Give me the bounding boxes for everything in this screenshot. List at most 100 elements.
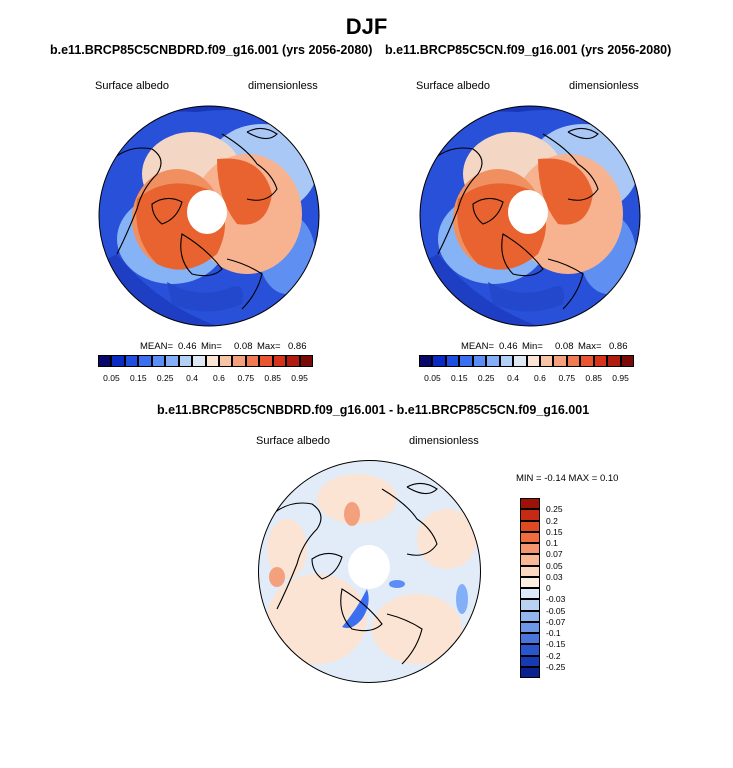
panel3-colorbar (520, 498, 540, 678)
panel1-colorbar-tick-label: 0.05 (103, 373, 120, 383)
panel1-colorbar-tick-label: 0.4 (186, 373, 198, 383)
panel2-colorbar-box (513, 355, 527, 367)
panel1-colorbar-box (192, 355, 206, 367)
panel1-min-value: 0.08 (234, 341, 253, 352)
panel3-colorbar-box (520, 666, 540, 678)
panel2-colorbar-box (445, 355, 460, 367)
panel2-colorbar-box (486, 355, 500, 367)
panel1-mean-value: 0.46 (178, 341, 197, 352)
panel3-colorbar-box (520, 543, 540, 555)
panel1-polar-map (98, 105, 320, 327)
panel3-variable-label: Surface albedo (256, 435, 330, 447)
panel3-colorbar-box (520, 588, 540, 600)
panel2-polar-map (419, 105, 641, 327)
panel1-colorbar-box (286, 355, 300, 367)
panel3-colorbar-box (520, 610, 540, 622)
panel2-colorbar-tick-label: 0.85 (585, 373, 602, 383)
panel2-colorbar-box (472, 355, 487, 367)
panel3-colorbar-tick-label: -0.15 (546, 639, 566, 650)
panel1-colorbar-box (245, 355, 260, 367)
panel1-colorbar-box (151, 355, 166, 367)
panel2-colorbar-tick-label: 0.15 (451, 373, 468, 383)
panel1-colorbar-tick-label: 0.75 (237, 373, 255, 383)
panel2-colorbar-box (620, 355, 634, 367)
panel1-variable-label: Surface albedo (95, 80, 169, 92)
panel3-colorbar-tick-label: 0.07 (546, 549, 563, 560)
panel2-variable-label: Surface albedo (416, 80, 490, 92)
panel3-colorbar-box (520, 644, 540, 656)
panel2-colorbar-box (566, 355, 581, 367)
panel2-colorbar-tick-label: 0.25 (477, 373, 495, 383)
panel1-colorbar-box (124, 355, 139, 367)
panel2-units-label: dimensionless (569, 80, 639, 92)
panel2-colorbar (419, 355, 634, 367)
panel3-colorbar-tick-label: 0 (546, 583, 551, 593)
panel1-colorbar-tick-label: 0.95 (291, 373, 308, 383)
panel2-colorbar-box (432, 355, 446, 367)
panel3-colorbar-tick-label: -0.05 (546, 605, 566, 616)
panel2-max-label: Max= (578, 341, 602, 352)
panel2-colorbar-box (419, 355, 433, 367)
panel3-colorbar-box (520, 498, 540, 510)
panel3-colorbar-box (520, 531, 540, 543)
panel1-mean-label: MEAN= (140, 341, 173, 352)
panel1-colorbar-box (218, 355, 233, 367)
panel2-mean-label: MEAN= (461, 341, 494, 352)
panel1-colorbar-tick-label: 0.85 (264, 373, 281, 383)
panel2-colorbar-tick-label: 0.75 (558, 373, 576, 383)
panel1-colorbar-box (299, 355, 313, 367)
panel1-min-label: Min= (201, 341, 222, 352)
panel2-colorbar-box (539, 355, 554, 367)
panel2-colorbar-box (593, 355, 608, 367)
panel2-colorbar-tick-label: 0.4 (507, 373, 519, 383)
panel3-colorbar-tick-label: -0.03 (546, 594, 566, 605)
panel3-units-label: dimensionless (409, 435, 479, 447)
panel1-colorbar-box (232, 355, 246, 367)
panel1-colorbar-box (272, 355, 287, 367)
panel3-case-title: b.e11.BRCP85C5CNBDRD.f09_g16.001 - b.e11… (157, 403, 590, 417)
panel2-min-value: 0.08 (555, 341, 574, 352)
panel2-colorbar-tick-label: 0.05 (424, 373, 441, 383)
panel1-colorbar-box (98, 355, 112, 367)
panel3-polar-map (258, 460, 481, 683)
panel3-colorbar-tick-label: -0.07 (546, 616, 566, 627)
panel3-colorbar-tick-label: -0.2 (546, 650, 561, 661)
panel3-colorbar-tick-label: 0.03 (546, 571, 563, 582)
panel3-colorbar-box (520, 633, 540, 645)
panel1-colorbar-box (205, 355, 219, 367)
panel1-case-title: b.e11.BRCP85C5CNBDRD.f09_g16.001 (yrs 20… (50, 43, 373, 57)
panel3-colorbar-box (520, 520, 540, 532)
panel3-colorbar-tick-label: 0.2 (546, 515, 558, 526)
panel1-units-label: dimensionless (248, 80, 318, 92)
panel1-colorbar-box (259, 355, 273, 367)
panel2-colorbar-labels: 0.05 0.15 0.25 0.4 0.6 0.75 0.85 0.95 (419, 373, 634, 385)
panel1-colorbar (98, 355, 313, 367)
figure-title: DJF (345, 14, 388, 39)
panel3-colorbar-box (520, 554, 540, 566)
panel1-max-label: Max= (257, 341, 281, 352)
panel2-colorbar-box (607, 355, 621, 367)
panel3-colorbar-labels: 0.25 0.2 0.15 0.1 0.07 0.05 0.03 0 -0.03 -0.05 -0.… (546, 498, 586, 678)
panel2-colorbar-box (459, 355, 473, 367)
panel1-colorbar-box (138, 355, 152, 367)
panel1-colorbar-box (178, 355, 193, 367)
panel2-min-label: Min= (522, 341, 543, 352)
panel3-colorbar-box (520, 599, 540, 611)
panel3-colorbar-tick-label: -0.1 (546, 628, 561, 638)
panel3-colorbar-box (520, 509, 540, 521)
panel2-mean-value: 0.46 (499, 341, 518, 352)
panel2-case-title: b.e11.BRCP85C5CN.f09_g16.001 (yrs 2056-2… (385, 43, 672, 57)
panel1-max-value: 0.86 (288, 341, 307, 352)
panel3-minmax-label: MIN = -0.14 MAX = 0.10 (516, 473, 619, 484)
panel3-colorbar-tick-label: 0.05 (546, 560, 563, 571)
panel1-colorbar-tick-label: 0.25 (156, 373, 174, 383)
panel1-colorbar-tick-label: 0.15 (130, 373, 147, 383)
panel1-colorbar-tick-label: 0.6 (213, 373, 225, 383)
panel3-colorbar-tick-label: 0.15 (546, 526, 563, 537)
panel1-colorbar-box (111, 355, 125, 367)
panel3-colorbar-tick-label: -0.25 (546, 661, 566, 672)
panel3-colorbar-tick-label: 0.1 (546, 538, 558, 548)
panel2-colorbar-tick-label: 0.95 (612, 373, 629, 383)
panel3-colorbar-box (520, 565, 540, 577)
panel2-colorbar-box (580, 355, 594, 367)
